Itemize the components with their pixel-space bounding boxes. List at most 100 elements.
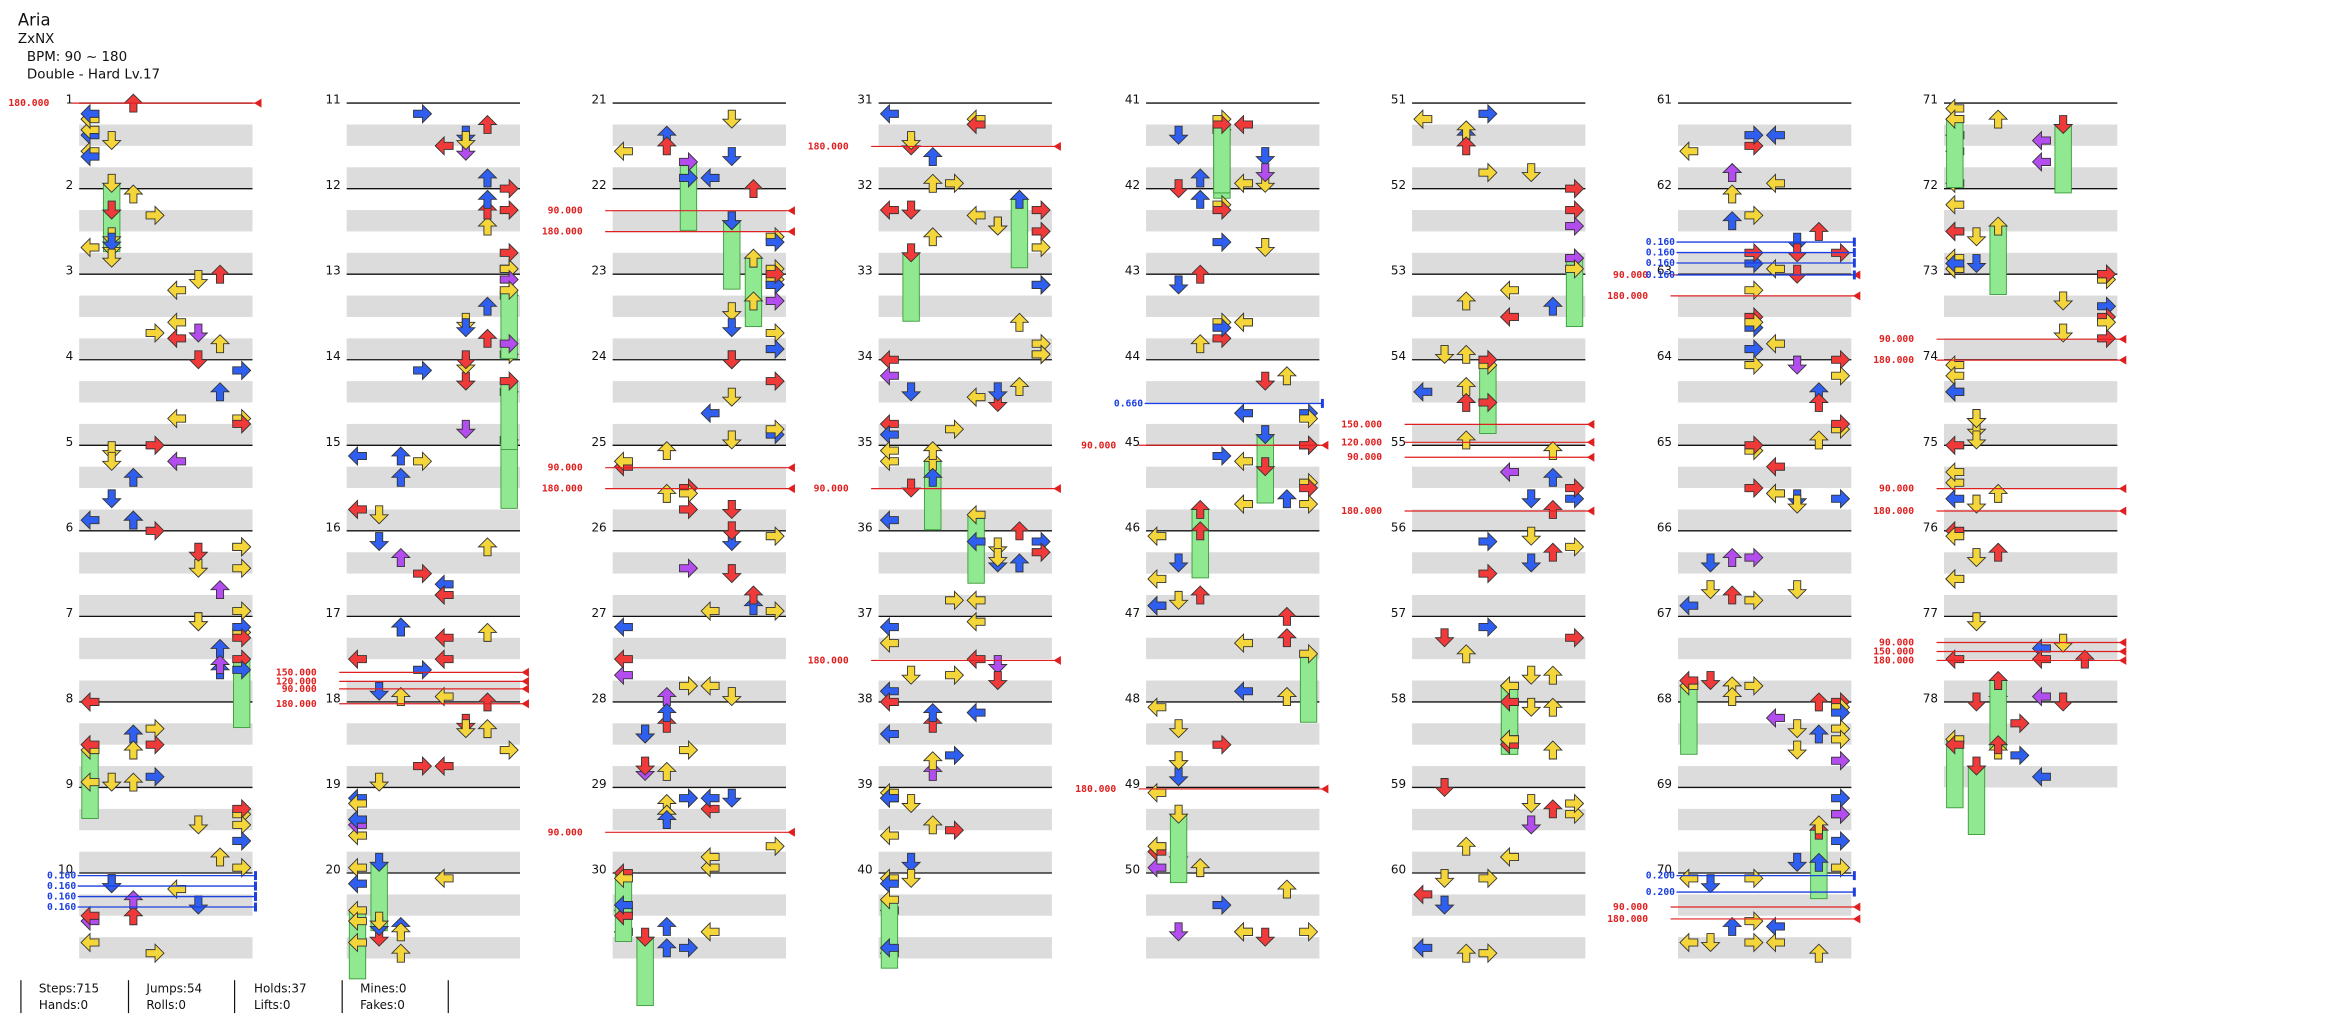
- arrow-note: [1255, 163, 1276, 183]
- arrow-note: [347, 649, 367, 670]
- tempo-label: 90.000: [1879, 334, 1914, 345]
- arrow-note: [679, 499, 699, 520]
- gray-band: [612, 637, 786, 660]
- stat: Rolls:0: [146, 998, 186, 1012]
- arrow-note: [1413, 884, 1433, 905]
- gray-band: [1943, 509, 2118, 531]
- measure-number: 68: [1657, 691, 1672, 705]
- gray-band: [346, 637, 520, 660]
- measure-number: 51: [1391, 93, 1406, 107]
- measure-number: 16: [325, 520, 340, 534]
- gray-band: [1412, 766, 1586, 788]
- arrow-note: [1945, 221, 1965, 242]
- arrow-note: [721, 302, 742, 322]
- arrow-note: [679, 739, 699, 761]
- arrow-note: [1744, 932, 1764, 953]
- gray-band: [612, 808, 786, 831]
- measure-number: 63: [1657, 264, 1672, 278]
- gray-band: [1678, 894, 1852, 916]
- arrow-note: [679, 788, 699, 809]
- arrow-note: [656, 713, 677, 733]
- gray-band: [612, 295, 786, 317]
- arrow-note: [1831, 830, 1851, 851]
- arrow-note: [1945, 109, 1965, 130]
- arrow-note: [1147, 595, 1167, 616]
- arrow-note: [721, 147, 742, 167]
- arrow-note: [145, 322, 165, 344]
- measure-number: 33: [857, 264, 872, 278]
- tempo-label: 180.000: [8, 98, 49, 109]
- arrow-note: [1190, 334, 1211, 354]
- arrow-note: [966, 205, 986, 226]
- arrow-note: [2097, 264, 2117, 285]
- arrow-note: [1212, 445, 1232, 467]
- arrow-note: [1765, 932, 1785, 953]
- speed-label: 0.660: [1114, 398, 1143, 409]
- arrow-note: [1031, 199, 1051, 221]
- measure-number: 36: [857, 520, 872, 534]
- arrow-note: [945, 419, 965, 440]
- gray-band: [878, 466, 1052, 489]
- arrow-note: [966, 531, 986, 552]
- tempo-end: [1053, 141, 1061, 151]
- gray-band: [1678, 423, 1852, 446]
- gray-band: [612, 124, 786, 146]
- measure-number: 62: [1657, 178, 1672, 192]
- arrow-note: [413, 659, 433, 680]
- measure-number: 44: [1125, 349, 1140, 363]
- gray-band: [79, 723, 253, 745]
- hold-body: [500, 439, 518, 509]
- arrow-note: [1233, 173, 1253, 194]
- arrow-note: [1831, 804, 1851, 825]
- arrow-note: [455, 419, 476, 439]
- tempo-end: [1852, 902, 1861, 912]
- arrow-note: [966, 649, 986, 670]
- measure-number: 78: [1923, 691, 1938, 705]
- gray-band: [878, 594, 1052, 617]
- arrow-note: [477, 692, 498, 712]
- gray-band: [612, 680, 786, 702]
- arrow-note: [922, 815, 943, 835]
- arrow-note: [1744, 355, 1764, 376]
- gray-band: [79, 937, 253, 959]
- gray-band: [1678, 594, 1852, 617]
- arrow-note: [1434, 895, 1455, 915]
- arrow-note: [1565, 199, 1585, 221]
- measure-number: 20: [325, 863, 340, 877]
- arrow-note: [879, 633, 899, 654]
- arrow-note: [123, 510, 144, 530]
- arrow-note: [1434, 344, 1455, 364]
- arrow-note: [1966, 494, 1987, 514]
- arrow-note: [765, 836, 785, 857]
- arrow-note: [434, 868, 454, 889]
- gray-band: [1412, 466, 1586, 489]
- arrow-note: [1147, 526, 1167, 547]
- gray-band: [346, 680, 520, 702]
- arrow-note: [721, 350, 742, 370]
- measure-number: 70: [1657, 863, 1672, 877]
- gray-band: [79, 894, 253, 916]
- arrow-note: [1744, 280, 1764, 301]
- arrow-note: [232, 830, 252, 851]
- arrow-note: [879, 510, 899, 531]
- arrow-note: [1031, 542, 1051, 563]
- arrow-note: [413, 756, 433, 777]
- arrow-note: [1831, 702, 1851, 723]
- arrow-note: [1478, 349, 1498, 370]
- arrow-note: [721, 564, 742, 584]
- gray-band: [1146, 723, 1320, 745]
- gray-band: [1943, 381, 2118, 403]
- arrow-note: [1031, 221, 1051, 242]
- arrow-note: [2074, 649, 2095, 669]
- arrow-note: [477, 622, 498, 642]
- gray-band: [1678, 723, 1852, 745]
- measure-number: 45: [1125, 435, 1140, 449]
- arrow-note: [1233, 681, 1253, 702]
- arrow-note: [1233, 312, 1253, 333]
- gray-band: [1943, 423, 2118, 446]
- arrow-note: [1521, 553, 1542, 573]
- arrow-note: [477, 216, 498, 236]
- arrow-note: [1299, 921, 1319, 942]
- arrow-note: [1190, 585, 1211, 605]
- arrow-note: [700, 675, 720, 696]
